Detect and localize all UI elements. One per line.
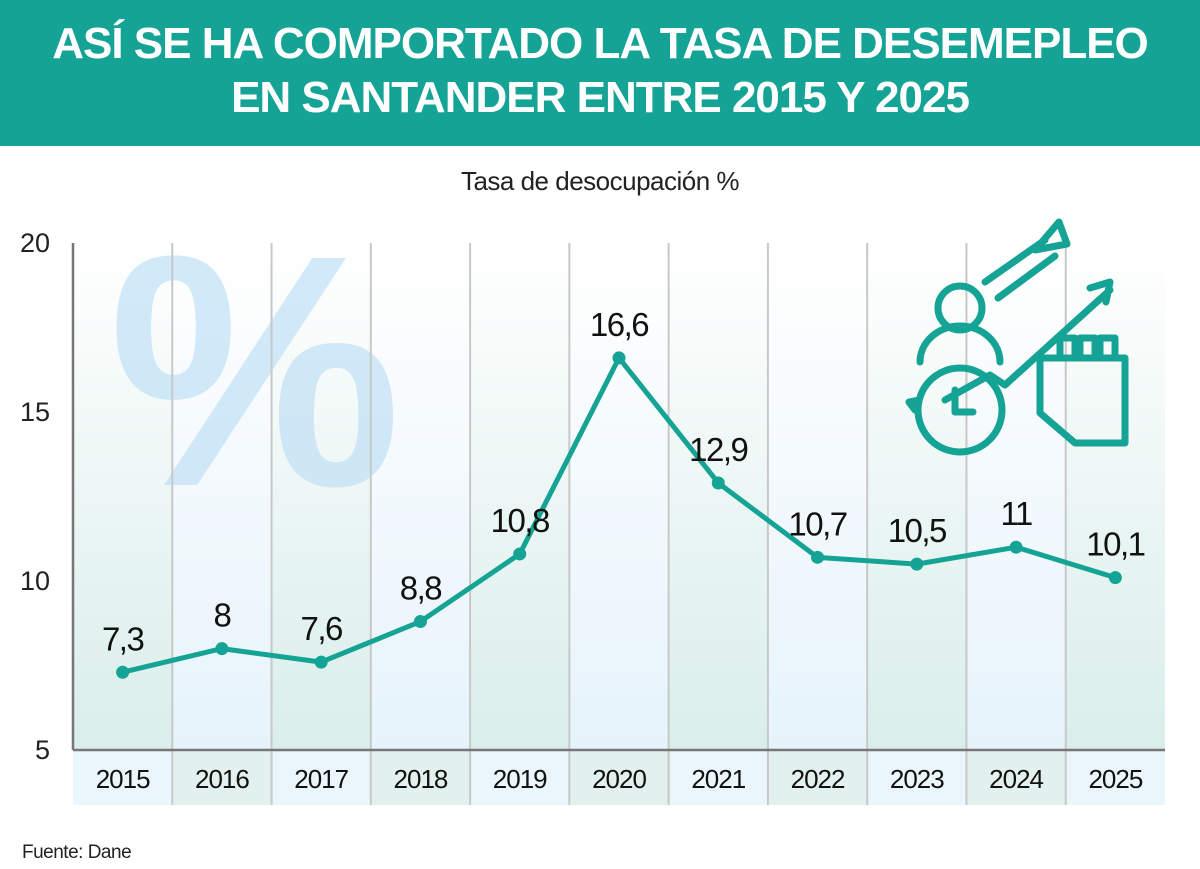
header-banner: ASÍ SE HA COMPORTADO LA TASA DE DESEMEPL…	[0, 0, 1200, 146]
data-label: 8,8	[400, 570, 442, 607]
data-label: 16,6	[590, 306, 648, 343]
x-tick-label: 2015	[96, 764, 150, 794]
data-point	[711, 476, 725, 490]
column-band	[470, 243, 570, 750]
data-label: 8	[213, 597, 230, 634]
column-band	[867, 243, 967, 750]
column-band	[370, 243, 471, 750]
year-band	[172, 750, 272, 805]
x-tick-label: 2019	[493, 764, 547, 794]
data-label: 10,1	[1086, 526, 1144, 563]
data-label: 7,3	[102, 620, 144, 657]
data-point	[1009, 540, 1023, 554]
x-tick-label: 2017	[294, 764, 348, 794]
y-tick-label: 20	[20, 228, 50, 258]
x-tick-label: 2025	[1088, 764, 1142, 794]
column-band	[1065, 243, 1165, 750]
data-point	[116, 665, 130, 679]
data-point	[612, 351, 626, 365]
year-band	[370, 750, 471, 805]
data-point	[910, 557, 924, 571]
data-label: 10,8	[491, 502, 549, 539]
x-tick-label: 2024	[989, 764, 1043, 794]
year-band	[966, 750, 1066, 805]
x-tick-label: 2018	[394, 764, 448, 794]
year-band	[1065, 750, 1165, 805]
year-band	[73, 750, 173, 805]
year-band	[867, 750, 967, 805]
data-label: 12,9	[689, 431, 747, 468]
column-band	[966, 243, 1066, 750]
x-tick-label: 2021	[691, 764, 745, 794]
x-tick-label: 2022	[791, 764, 845, 794]
y-tick-label: 10	[20, 566, 50, 596]
title-line-1: ASÍ SE HA COMPORTADO LA TASA DE DESEMEPL…	[52, 19, 1149, 68]
x-tick-label: 2016	[195, 764, 249, 794]
year-band	[668, 750, 768, 805]
year-band	[569, 750, 669, 805]
data-label: 11	[1000, 495, 1031, 532]
data-label: 7,6	[300, 610, 342, 647]
year-band	[470, 750, 570, 805]
chart-subtitle: Tasa de desocupación %	[460, 166, 740, 196]
data-label: 10,7	[788, 505, 846, 542]
x-tick-label: 2020	[592, 764, 646, 794]
data-point	[314, 655, 328, 669]
data-point	[1108, 571, 1122, 585]
y-tick-label: 15	[20, 397, 50, 427]
career-growth-icon	[905, 218, 1129, 456]
x-tick-label: 2023	[890, 764, 944, 794]
year-band	[767, 750, 868, 805]
title-line-2: EN SANTANDER ENTRE 2015 Y 2025	[231, 73, 970, 122]
percent-watermark: %	[108, 186, 401, 555]
column-band	[569, 243, 669, 750]
column-band	[767, 243, 868, 750]
column-band	[668, 243, 768, 750]
data-label: 10,5	[888, 512, 946, 549]
y-tick-label: 5	[35, 735, 50, 765]
data-point	[413, 615, 427, 629]
data-point	[811, 550, 825, 564]
source-note: Fuente: Dane	[22, 842, 132, 863]
year-band	[271, 750, 371, 805]
column-band	[172, 243, 272, 750]
data-point	[215, 642, 229, 656]
data-point	[513, 547, 527, 561]
